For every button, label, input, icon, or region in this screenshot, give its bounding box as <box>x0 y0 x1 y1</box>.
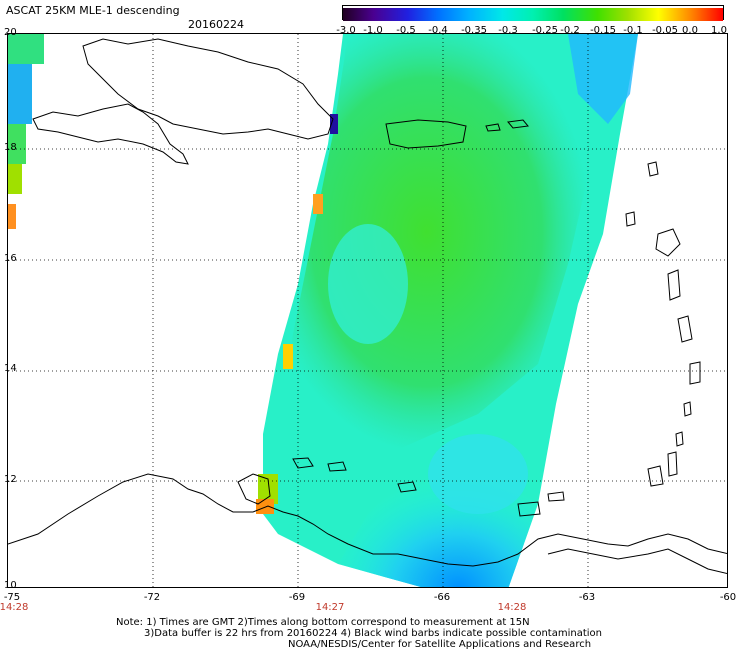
lon-label-60: -60 <box>719 592 737 603</box>
colorbar-label: -1.0 <box>363 25 383 36</box>
lat-label-12: 12 <box>4 474 17 485</box>
coastlines <box>8 38 727 575</box>
lat-label-20: 20 <box>4 27 17 38</box>
colorbar <box>342 5 724 21</box>
colorbar-label: -0.4 <box>428 25 448 36</box>
lon-label-63: -63 <box>578 592 596 603</box>
colorbar-labels: -3.0 -1.0 -0.5 -0.4 -0.35 -0.3 -0.25 -0.… <box>0 25 740 39</box>
note-line: Note: 1) Times are GMT 2)Times along bot… <box>116 617 530 628</box>
colorbar-label: -0.3 <box>498 25 518 36</box>
graticule <box>8 34 727 587</box>
lat-label-18: 18 <box>4 142 17 153</box>
colorbar-gradient <box>343 8 723 21</box>
note-line: 3)Data buffer is 22 hrs from 20160224 4)… <box>144 628 602 639</box>
time-label: 14:28 <box>0 602 29 613</box>
ascat-swath <box>256 34 638 587</box>
footnotes: Note: 1) Times are GMT 2)Times along bot… <box>116 617 602 650</box>
colorbar-label: 1.0 <box>711 25 727 36</box>
west-swath-strip <box>8 34 44 229</box>
colorbar-label: -0.35 <box>461 25 487 36</box>
map-date: 20160224 <box>188 18 244 31</box>
time-label: 14:27 <box>315 602 345 613</box>
map-title: ASCAT 25KM MLE-1 descending <box>6 4 180 17</box>
colorbar-label: -0.25 <box>532 25 558 36</box>
lon-label-72: -72 <box>143 592 161 603</box>
lon-label-75: -75 <box>3 592 21 603</box>
note-line: NOAA/NESDIS/Center for Satellite Applica… <box>288 639 592 650</box>
lat-label-14: 14 <box>4 363 17 374</box>
colorbar-label: -0.2 <box>560 25 580 36</box>
colorbar-label: -0.5 <box>396 25 416 36</box>
colorbar-label: -3.0 <box>336 25 356 36</box>
lon-label-69: -69 <box>288 592 306 603</box>
lon-label-66: -66 <box>433 592 451 603</box>
colorbar-label: -0.15 <box>590 25 616 36</box>
map-panel <box>7 33 728 588</box>
colorbar-label: 0.0 <box>682 25 698 36</box>
time-label: 14:28 <box>497 602 527 613</box>
lat-label-10: 10 <box>4 580 17 591</box>
map-svg <box>8 34 727 587</box>
colorbar-label: -0.05 <box>652 25 678 36</box>
lat-label-16: 16 <box>4 253 17 264</box>
colorbar-label: -0.1 <box>623 25 643 36</box>
